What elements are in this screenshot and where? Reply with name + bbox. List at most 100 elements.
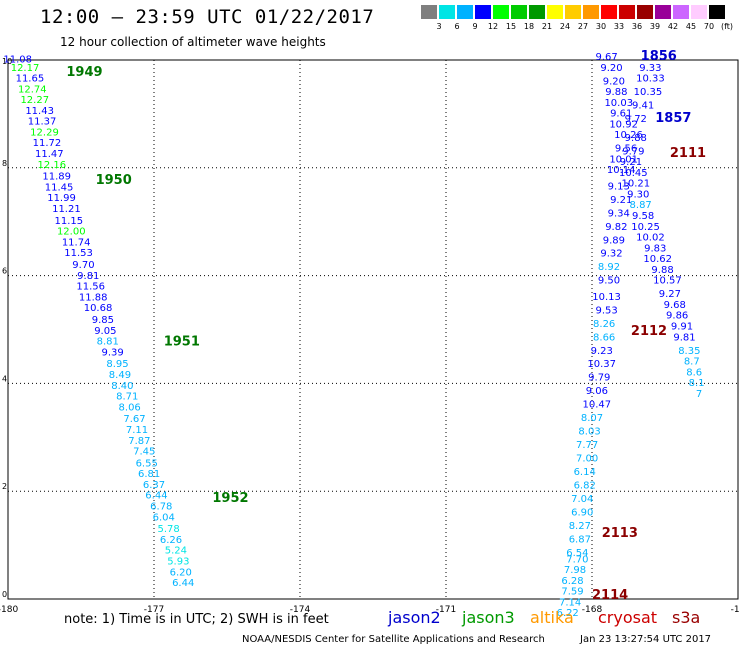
wave-height-value: 11.99 [47,193,76,204]
wave-height-value: 11.45 [45,182,74,193]
wave-height-value: 7.00 [576,454,598,465]
wave-height-value: 7 [696,389,702,400]
color-swatch-label: 21 [541,22,553,31]
wave-height-value: 9.61 [610,109,632,120]
x-tick-label: -177 [144,605,164,615]
y-tick-label: 6 [2,267,7,276]
track-pass-label: 1949 [66,65,102,80]
wave-height-value: 7.87 [128,436,150,447]
color-swatch [493,5,509,19]
wave-height-value: 9.72 [625,114,647,125]
color-swatch [691,5,707,19]
wave-height-value: 8.07 [581,413,603,424]
wave-height-value: 6.44 [172,578,194,589]
wave-height-value: 9.53 [595,305,617,316]
wave-height-value: 9.41 [632,101,654,112]
legend-altika: altika [530,608,574,627]
wave-height-value: 10.14 [607,165,636,176]
wave-height-value: 8.6 [686,367,702,378]
color-swatch [655,5,671,19]
color-swatch-label: 70 [703,22,715,31]
wave-height-value: 6.37 [143,480,165,491]
wave-height-value: 7.59 [561,587,583,598]
credit-line: NOAA/NESDIS Center for Satellite Applica… [242,634,545,645]
wave-height-value: 11.53 [64,248,93,259]
wave-height-value: 6.22 [557,608,579,619]
wave-height-value: 9.88 [651,265,673,276]
wave-height-value: 6.87 [569,534,591,545]
wave-height-value: 8.26 [593,319,615,330]
wave-height-value: 7.67 [123,414,145,425]
wave-height-value: 12.27 [20,95,49,106]
wave-height-value: 11.56 [76,282,105,293]
color-swatch-label: 9 [472,22,478,31]
wave-height-value: 9.85 [92,315,114,326]
wave-height-value: 6.82 [574,481,596,492]
y-tick-label: 10 [2,57,12,66]
color-swatch [565,5,581,19]
color-swatch-label: 6 [454,22,460,31]
wave-height-value: 5.78 [157,524,179,535]
color-swatch-label: 30 [595,22,607,31]
wave-height-value: 12.29 [30,127,59,138]
y-tick-label: 0 [2,590,7,599]
track-pass-label: 1950 [96,173,132,188]
wave-height-value: 9.58 [632,211,654,222]
page-title: 12:00 – 23:59 UTC 01/22/2017 [40,6,375,28]
wave-height-value: 9.56 [615,144,637,155]
wave-height-value: 7.11 [126,425,148,436]
x-tick-label: -16 [731,605,740,615]
color-swatch-label: 12 [487,22,499,31]
color-swatch [529,5,545,19]
wave-height-value: 10.62 [643,254,672,265]
wave-height-value: 11.88 [79,292,108,303]
color-swatch-label: 24 [559,22,571,31]
wave-height-value: 11.37 [28,117,57,128]
wave-height-value: 9.50 [598,276,620,287]
track-pass-label: 1951 [164,335,200,350]
wave-height-value: 8.49 [109,370,131,381]
wave-height-value: 6.04 [153,512,175,523]
color-swatch [601,5,617,19]
wave-height-value: 10.57 [653,276,682,287]
wave-height-value: 11.43 [25,106,54,117]
track-pass-label: 2111 [670,146,706,161]
wave-height-value: 9.88 [625,133,647,144]
wave-height-value: 9.32 [600,249,622,260]
wave-height-value: 9.21 [610,195,632,206]
wave-height-value: 6.26 [160,535,182,546]
wave-height-value: 9.33 [639,63,661,74]
wave-height-value: 9.82 [605,222,627,233]
wave-height-value: 8.95 [106,359,128,370]
generated-timestamp: Jan 23 13:27:54 UTC 2017 [580,634,712,645]
wave-height-value: 8.81 [97,337,119,348]
color-swatch [583,5,599,19]
track-pass-label: 2113 [602,526,638,541]
legend-cryosat: cryosat [598,608,658,627]
x-tick-label: -174 [290,605,311,615]
wave-height-value: 10.68 [84,303,113,314]
wave-height-value: 9.88 [605,87,627,98]
wave-height-value: 9.67 [595,52,617,63]
wave-height-value: 6.20 [170,567,192,578]
y-tick-label: 2 [2,482,7,491]
wave-height-value: 8.7 [684,357,700,368]
wave-height-value: 9.20 [600,63,622,74]
x-tick-label: -171 [436,605,456,615]
wave-height-value: 8.1 [689,378,705,389]
wave-height-value: 10.13 [592,292,621,303]
wave-height-value: 6.28 [561,576,583,587]
wave-height-value: 9.20 [603,76,625,87]
wave-height-value: 8.40 [111,381,133,392]
wave-height-value: 9.13 [608,181,630,192]
color-swatch-label: 36 [631,22,643,31]
x-tick-label: -180 [0,605,18,615]
wave-height-value: 8.03 [578,427,600,438]
wave-height-value: 12.74 [18,84,47,95]
wave-height-value: 6.90 [571,507,593,518]
wave-height-value: 9.89 [603,235,625,246]
track-pass-label: 1856 [641,49,677,64]
wave-height-value: 7.45 [133,447,155,458]
color-swatch-label: 18 [523,22,535,31]
